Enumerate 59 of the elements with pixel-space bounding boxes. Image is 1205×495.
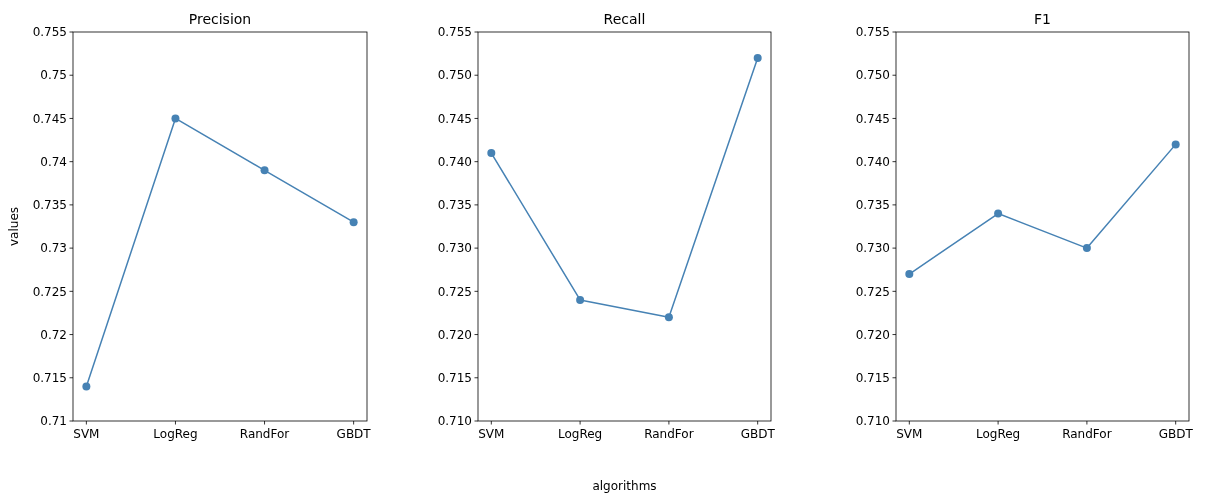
x-tick-label: LogReg — [557, 427, 603, 441]
x-tick-label: RandFor — [239, 427, 290, 441]
point — [753, 53, 762, 62]
point — [1082, 244, 1091, 253]
x-tick-label: SVM — [896, 427, 923, 441]
x-axis-title: algorithms — [592, 479, 657, 493]
x-tick-label: LogReg — [153, 427, 198, 441]
x-tick-label: GBDT — [740, 427, 776, 441]
chart-title: Precision — [188, 11, 252, 27]
y-tick-label: 0.720 — [437, 327, 472, 342]
y-tick-label: 0.730 — [437, 241, 472, 256]
x-tick-label: RandFor — [1062, 427, 1112, 441]
y-tick-label: 0.750 — [437, 68, 472, 83]
y-tick-label: 0.755 — [855, 25, 890, 40]
y-tick-label: 0.750 — [855, 68, 890, 83]
chart-title: Recall — [603, 11, 646, 27]
y-tick-label: 0.725 — [855, 284, 890, 299]
x-tick-label: GBDT — [1158, 427, 1194, 441]
y-tick-label: 0.725 — [32, 284, 67, 299]
y-tick-label: 0.755 — [32, 25, 67, 40]
y-tick-label: 0.725 — [437, 284, 472, 299]
y-tick-label: 0.735 — [855, 198, 890, 213]
point — [576, 295, 585, 304]
y-tick-label: 0.75 — [40, 68, 67, 83]
y-tick-label: 0.755 — [437, 25, 472, 40]
x-tick-label: RandFor — [644, 427, 694, 441]
y-tick-label: 0.745 — [855, 111, 890, 126]
y-tick-label: 0.715 — [855, 370, 890, 385]
y-tick-label: 0.740 — [855, 154, 890, 169]
y-tick-label: 0.73 — [40, 241, 67, 256]
x-tick-label: LogReg — [975, 427, 1021, 441]
point — [664, 313, 673, 322]
point — [82, 382, 91, 391]
y-tick-label: 0.74 — [40, 154, 67, 169]
y-tick-label: 0.710 — [855, 414, 890, 429]
point — [905, 270, 914, 279]
y-tick-label: 0.715 — [437, 370, 472, 385]
y-tick-label: 0.735 — [437, 198, 472, 213]
x-tick-label: SVM — [478, 427, 505, 441]
y-tick-label: 0.745 — [437, 111, 472, 126]
point — [1171, 140, 1180, 149]
point — [349, 218, 358, 227]
x-tick-label: GBDT — [336, 427, 372, 441]
y-tick-label: 0.730 — [855, 241, 890, 256]
y-tick-label: 0.715 — [32, 370, 67, 385]
point — [171, 114, 180, 123]
point — [487, 149, 496, 158]
point — [994, 209, 1003, 218]
y-tick-label: 0.735 — [32, 198, 67, 213]
y-tick-label: 0.745 — [32, 111, 67, 126]
y-tick-label: 0.71 — [40, 414, 67, 429]
y-tick-label: 0.720 — [855, 327, 890, 342]
chart-title: F1 — [1034, 11, 1051, 27]
x-tick-label: SVM — [73, 427, 100, 441]
point — [260, 166, 269, 175]
y-axis-title: values — [7, 206, 21, 247]
y-tick-label: 0.740 — [437, 154, 472, 169]
y-tick-label: 0.710 — [437, 414, 472, 429]
y-tick-label: 0.72 — [40, 327, 67, 342]
